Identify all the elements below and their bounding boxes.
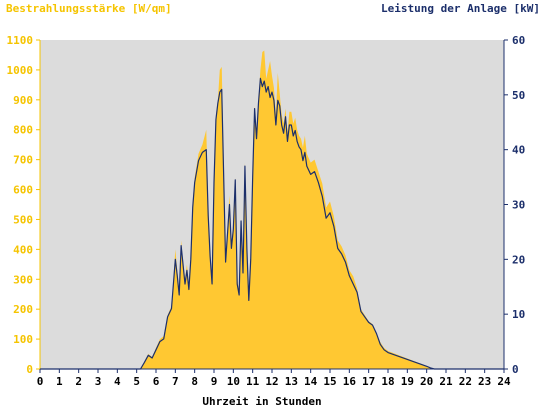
- x-tick-label: 15: [323, 375, 336, 388]
- irradiance-area: [40, 50, 504, 369]
- right-axis-label: Leistung der Anlage [kW]: [381, 2, 540, 15]
- x-tick-label: 16: [343, 375, 357, 388]
- left-tick-label: 300: [13, 273, 33, 286]
- left-y-ticks: 0 100 200 300 400 500 600 700 800 900 1000 1100: [7, 34, 40, 376]
- left-axis-label: Bestrahlungsstärke [W/qm]: [6, 2, 172, 15]
- x-axis-label: Uhrzeit in Stunden: [202, 395, 321, 408]
- x-tick-label: 1: [56, 375, 63, 388]
- x-tick-label: 2: [75, 375, 82, 388]
- left-tick-label: 0: [26, 363, 33, 376]
- right-tick-label: 30: [512, 199, 525, 212]
- x-tick-label: 19: [401, 375, 414, 388]
- right-tick-label: 10: [512, 308, 525, 321]
- x-tick-label: 24: [497, 375, 511, 388]
- x-tick-label: 3: [95, 375, 102, 388]
- x-tick-label: 13: [285, 375, 298, 388]
- right-y-ticks: 0 10 20 30 40 50 60: [504, 34, 525, 376]
- right-tick-label: 20: [512, 253, 525, 266]
- left-tick-label: 800: [13, 124, 33, 137]
- right-tick-label: 0: [512, 363, 519, 376]
- x-tick-label: 8: [191, 375, 198, 388]
- x-tick-label: 0: [37, 375, 44, 388]
- left-tick-label: 1100: [7, 34, 34, 47]
- left-tick-label: 600: [13, 184, 33, 197]
- x-tick-label: 14: [304, 375, 318, 388]
- x-tick-label: 22: [459, 375, 472, 388]
- x-ticks: 0 1 2 3 4 5 6 7 8 9 10 11 12 13 14 15 16 17 18 19 20 21 22 23 24: [37, 369, 511, 388]
- x-tick-label: 7: [172, 375, 179, 388]
- left-tick-label: 700: [13, 154, 33, 167]
- x-tick-label: 20: [420, 375, 433, 388]
- x-tick-label: 18: [381, 375, 394, 388]
- left-tick-label: 900: [13, 94, 33, 107]
- left-tick-label: 100: [13, 333, 33, 346]
- left-tick-label: 200: [13, 303, 33, 316]
- x-tick-label: 23: [478, 375, 491, 388]
- right-tick-label: 50: [512, 89, 525, 102]
- x-tick-label: 12: [265, 375, 278, 388]
- left-tick-label: 1000: [7, 64, 34, 77]
- x-tick-label: 10: [227, 375, 240, 388]
- x-tick-label: 5: [133, 375, 140, 388]
- x-tick-label: 21: [439, 375, 453, 388]
- right-tick-label: 60: [512, 34, 525, 47]
- x-tick-label: 4: [114, 375, 121, 388]
- power-line: [40, 77, 504, 370]
- x-tick-label: 11: [246, 375, 260, 388]
- right-tick-label: 40: [512, 144, 525, 157]
- left-tick-label: 400: [13, 243, 33, 256]
- x-tick-label: 6: [153, 375, 160, 388]
- left-tick-label: 500: [13, 213, 33, 226]
- x-tick-label: 17: [362, 375, 375, 388]
- x-tick-label: 9: [211, 375, 218, 388]
